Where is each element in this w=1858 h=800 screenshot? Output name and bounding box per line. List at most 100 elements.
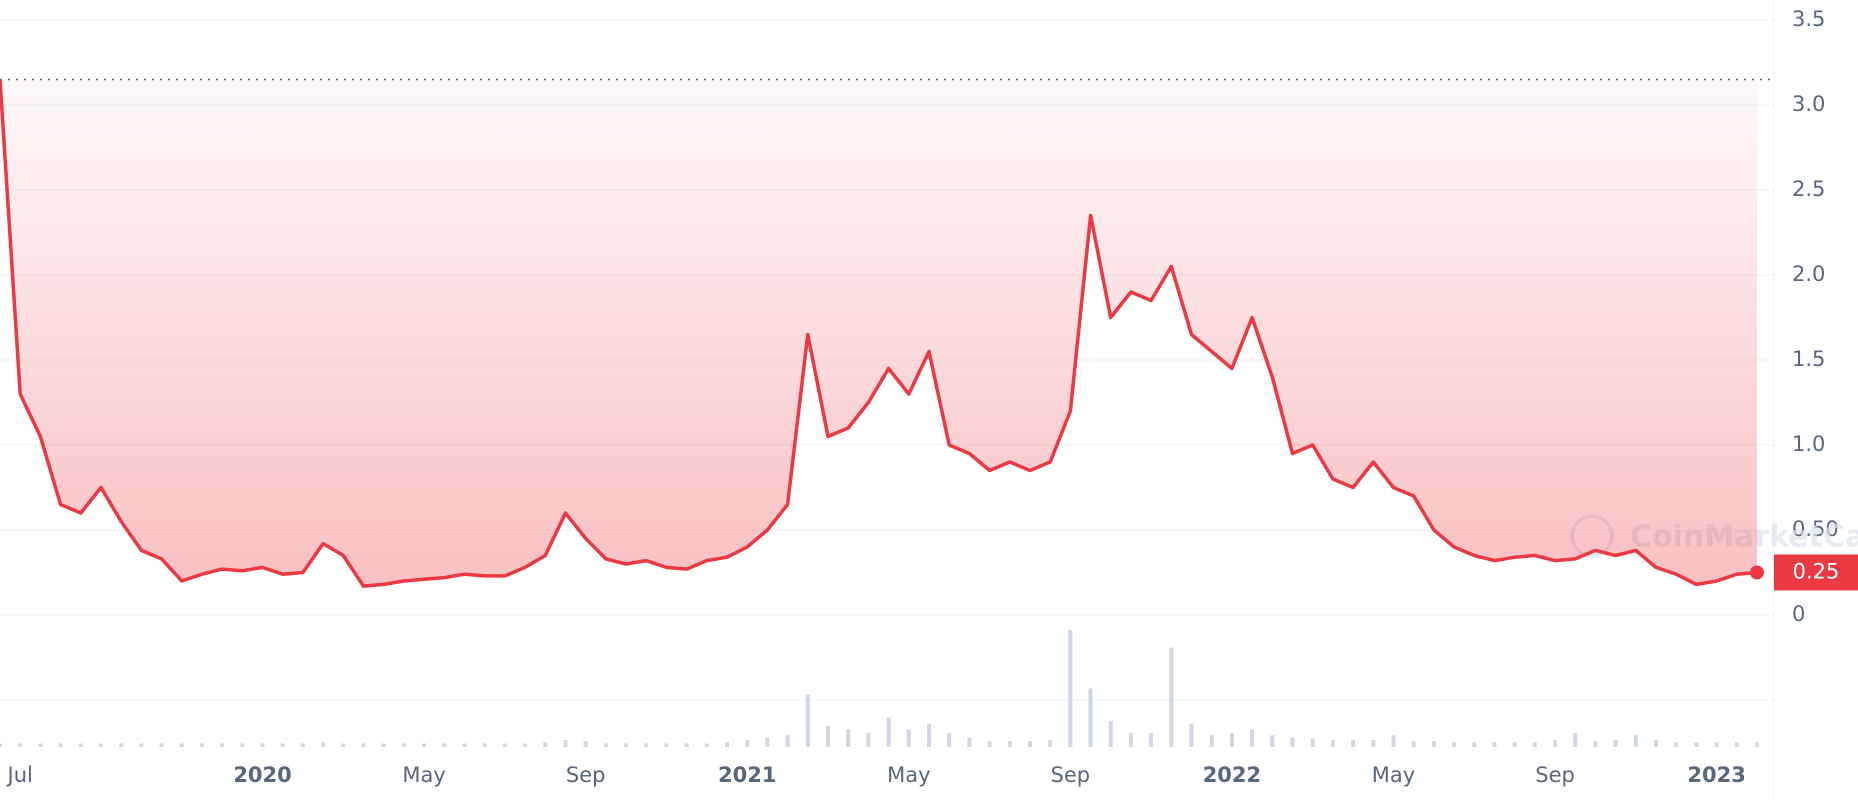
volume-bar <box>1351 739 1356 747</box>
volume-bar <box>341 743 346 747</box>
volume-bar <box>58 743 63 747</box>
volume-bar <box>139 743 144 747</box>
volume-bar <box>1330 739 1335 747</box>
volume-bar <box>664 743 669 747</box>
volume-bar <box>1411 741 1416 747</box>
volume-bar <box>745 739 750 747</box>
volume-bar <box>502 743 507 747</box>
volume-bar <box>0 743 2 747</box>
y-tick-label: 3.5 <box>1792 7 1825 31</box>
volume-bar <box>563 739 568 747</box>
x-tick-label: 2021 <box>718 763 776 787</box>
volume-bar <box>1431 741 1436 747</box>
volume-bar <box>947 732 952 747</box>
y-tick-label: 2.5 <box>1792 177 1825 201</box>
volume-bar <box>1128 732 1133 747</box>
volume-bar <box>1229 732 1234 747</box>
y-tick-label: 0 <box>1792 602 1805 626</box>
volume-bar <box>906 729 911 747</box>
x-tick-label: 2020 <box>233 763 291 787</box>
volume-bar <box>1553 739 1558 747</box>
volume-bar <box>240 743 245 747</box>
volume-bar <box>1492 742 1497 747</box>
volume-bar <box>1734 742 1739 747</box>
volume-bar <box>926 723 931 747</box>
y-tick-label: 1.5 <box>1792 347 1825 371</box>
volume-bar <box>159 743 164 747</box>
volume-bar <box>543 742 548 747</box>
x-tick-label: 2022 <box>1203 763 1261 787</box>
x-tick-label: Sep <box>1051 763 1091 787</box>
volume-bar <box>1088 688 1093 747</box>
volume-bar <box>1149 732 1154 747</box>
volume-bar <box>684 743 689 747</box>
volume-bar <box>1371 739 1376 747</box>
volume-bar <box>1310 738 1315 747</box>
volume-bar <box>583 741 588 747</box>
volume-bar <box>987 741 992 747</box>
volume-bar <box>119 743 124 747</box>
volume-bar <box>482 743 487 747</box>
volume-bar <box>1573 732 1578 747</box>
volume-bar <box>1270 735 1275 747</box>
volume-bar <box>98 743 103 747</box>
x-tick-label: May <box>1372 763 1415 787</box>
volume-bar <box>300 743 305 747</box>
y-tick-label: 1.0 <box>1792 432 1825 456</box>
price-line <box>0 79 1758 588</box>
volume-bar <box>1613 739 1618 747</box>
volume-bar <box>1250 729 1255 747</box>
x-tick-label: May <box>402 763 445 787</box>
volume-bar <box>1452 742 1457 747</box>
x-tick-label: Sep <box>566 763 606 787</box>
price-tag <box>1774 554 1858 591</box>
volume-bar <box>1209 735 1214 747</box>
y-tick-label: 3.0 <box>1792 92 1825 116</box>
x-tick-label: May <box>887 763 930 787</box>
volume-bar <box>765 737 770 747</box>
volume-bar <box>442 743 447 747</box>
volume-bar <box>179 743 184 747</box>
volume-bar <box>1007 741 1012 747</box>
volume-bar <box>462 743 467 747</box>
volume-bar <box>523 743 528 747</box>
x-tick-label: 2023 <box>1687 763 1745 787</box>
volume-bar <box>260 743 265 747</box>
volume-bar <box>603 743 608 747</box>
volume-bar <box>381 743 386 747</box>
volume-bar <box>220 743 225 747</box>
volume-bar <box>1189 723 1194 747</box>
volume-bar <box>805 694 810 747</box>
volume-bar <box>321 742 326 747</box>
volume-bar <box>1472 742 1477 747</box>
volume-bar <box>1593 741 1598 747</box>
price-area <box>0 79 1757 587</box>
last-point <box>1750 565 1764 580</box>
volume-bar <box>1633 735 1638 747</box>
volume-bar <box>1108 721 1113 747</box>
price-tag-label: 0.25 <box>1793 560 1840 584</box>
volume-bar <box>624 743 629 747</box>
volume-bar <box>1654 739 1659 747</box>
volume-bar <box>280 743 285 747</box>
volume-bar <box>1290 737 1295 747</box>
x-tick-label: Sep <box>1535 763 1575 787</box>
volume-bar <box>199 743 204 747</box>
volume-bar <box>18 743 23 747</box>
volume-bar <box>1674 742 1679 747</box>
volume-bar <box>1755 742 1759 747</box>
volume-bar <box>1027 741 1032 747</box>
volume-bar <box>1048 739 1053 747</box>
volume-bar <box>1714 742 1719 747</box>
x-tick-label: Jul <box>6 763 33 787</box>
volume-bar <box>38 743 43 747</box>
volume-bar <box>361 743 366 747</box>
volume-bar <box>785 735 790 747</box>
volume-bar <box>1512 742 1517 747</box>
volume-bar <box>644 743 649 747</box>
volume-bar <box>846 729 851 747</box>
volume-bar <box>1694 742 1699 747</box>
volume-bar <box>826 725 831 747</box>
volume-bar <box>1532 742 1537 747</box>
